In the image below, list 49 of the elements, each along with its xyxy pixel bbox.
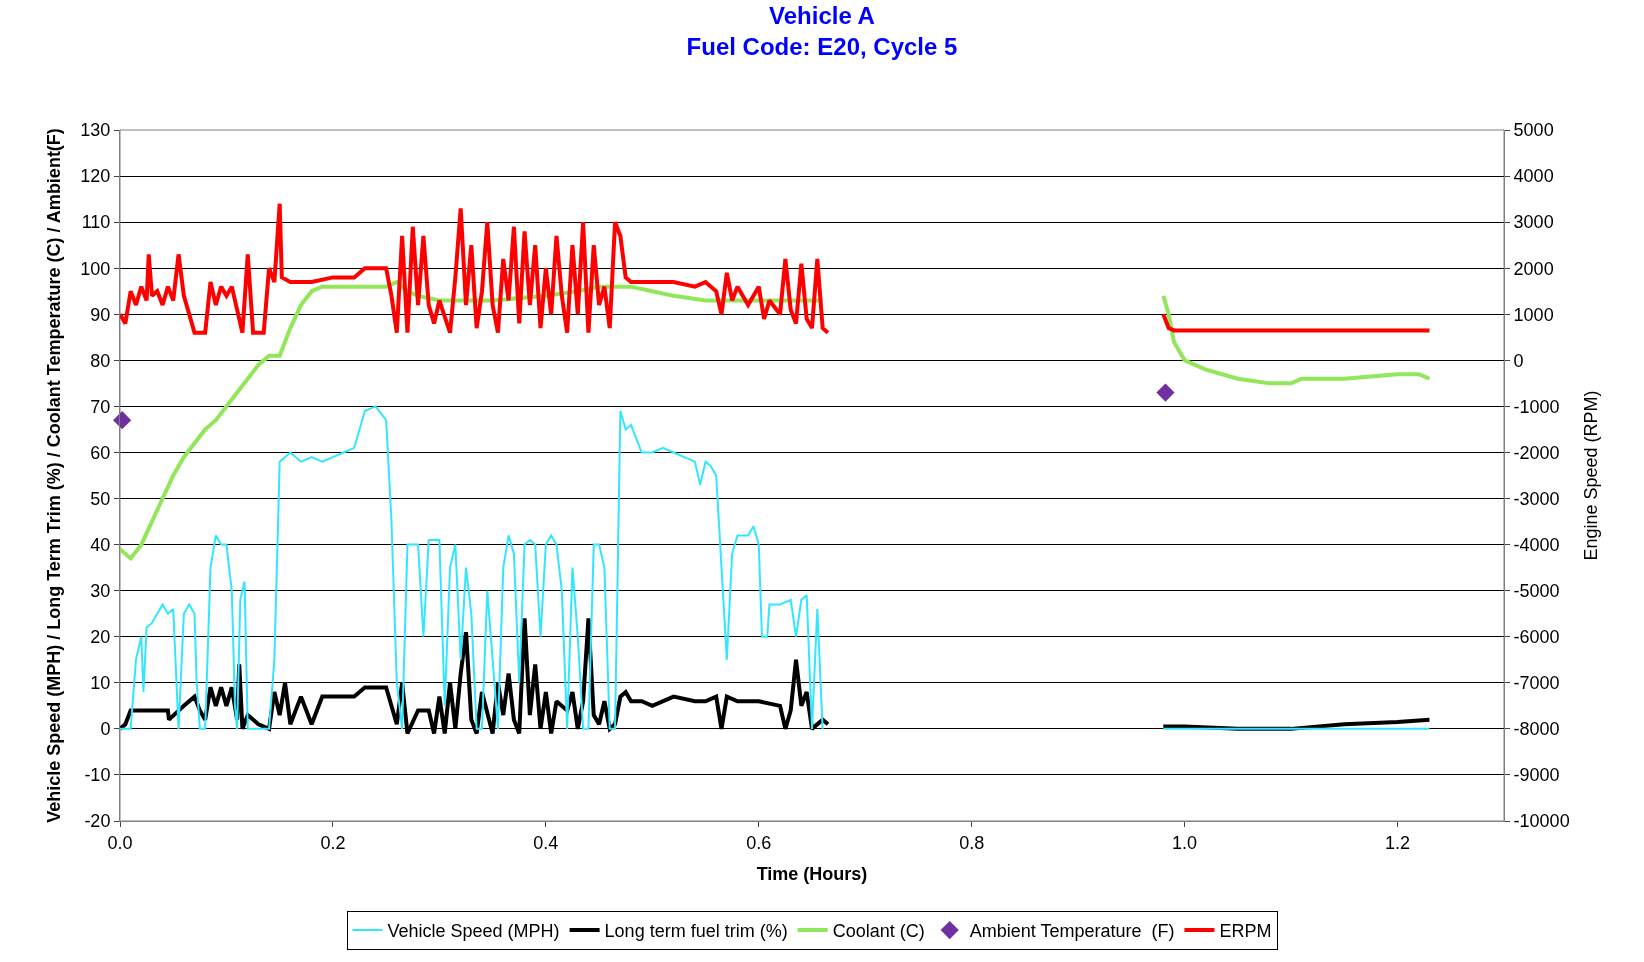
y-axis-title: Vehicle Speed (MPH) / Long Term Trim (%) / Coolant Temperature (C) / Ambient(F) (43, 128, 64, 823)
y2-tick-label: -4000 (1513, 534, 1560, 555)
y2-tick-label: 0 (1513, 350, 1524, 371)
x-tick-label: 0.8 (959, 832, 985, 853)
y-tick-label: -10 (84, 765, 111, 786)
y2-tick-label: 2000 (1513, 258, 1554, 279)
y-tick-label: 90 (90, 304, 111, 325)
x-tick-label: 0.2 (320, 832, 346, 853)
y-tick-label: 60 (90, 442, 111, 463)
y2-tick-label: 1000 (1513, 304, 1554, 325)
y-tick-label: 30 (90, 580, 111, 601)
y-tick-label: 20 (90, 627, 111, 648)
y2-tick-label: 3000 (1513, 212, 1554, 233)
x-axis-title: Time (Hours) (756, 863, 868, 884)
x-tick-label: 1.0 (1172, 832, 1198, 853)
y-tick-label: 130 (80, 120, 111, 141)
x-tick-label: 0.4 (533, 832, 559, 853)
x-tick-label: 1.2 (1385, 832, 1411, 853)
y2-tick-label: -10000 (1513, 811, 1570, 832)
y2-tick-label: -7000 (1513, 673, 1560, 694)
y2-axis-title: Engine Speed (RPM) (1580, 390, 1601, 561)
y2-tick-label: -8000 (1513, 719, 1560, 740)
y-tick-label: 0 (100, 719, 111, 740)
legend-label: Vehicle Speed (MPH) (387, 921, 560, 942)
x-tick-label: 0.0 (107, 832, 133, 853)
y-tick-label: -20 (84, 811, 111, 832)
chart-subtitle: Fuel Code: E20, Cycle 5 (686, 33, 958, 61)
x-tick-label: 0.6 (746, 832, 772, 853)
y2-tick-label: -5000 (1513, 580, 1560, 601)
legend-label: ERPM (1219, 921, 1272, 942)
legend-label: Long term fuel trim (%) (604, 921, 788, 942)
legend-label: Ambient Temperature (F) (969, 921, 1175, 942)
chart-title: Vehicle A (769, 2, 875, 30)
y2-tick-label: -2000 (1513, 442, 1560, 463)
y-tick-label: 50 (90, 488, 111, 509)
y2-tick-label: -1000 (1513, 396, 1560, 417)
y-tick-label: 120 (80, 166, 111, 187)
y2-tick-label: -6000 (1513, 627, 1560, 648)
y2-tick-label: 4000 (1513, 166, 1554, 187)
y-tick-label: 80 (90, 350, 111, 371)
y-tick-label: 10 (90, 673, 111, 694)
y-tick-label: 110 (81, 212, 111, 233)
y-tick-label: 70 (90, 396, 111, 417)
y-tick-label: 100 (80, 258, 111, 279)
y2-tick-label: 5000 (1513, 120, 1554, 141)
y2-tick-label: -9000 (1513, 765, 1560, 786)
y2-tick-label: -3000 (1513, 488, 1560, 509)
legend-label: Coolant (C) (832, 921, 925, 942)
y-tick-label: 40 (90, 534, 111, 555)
